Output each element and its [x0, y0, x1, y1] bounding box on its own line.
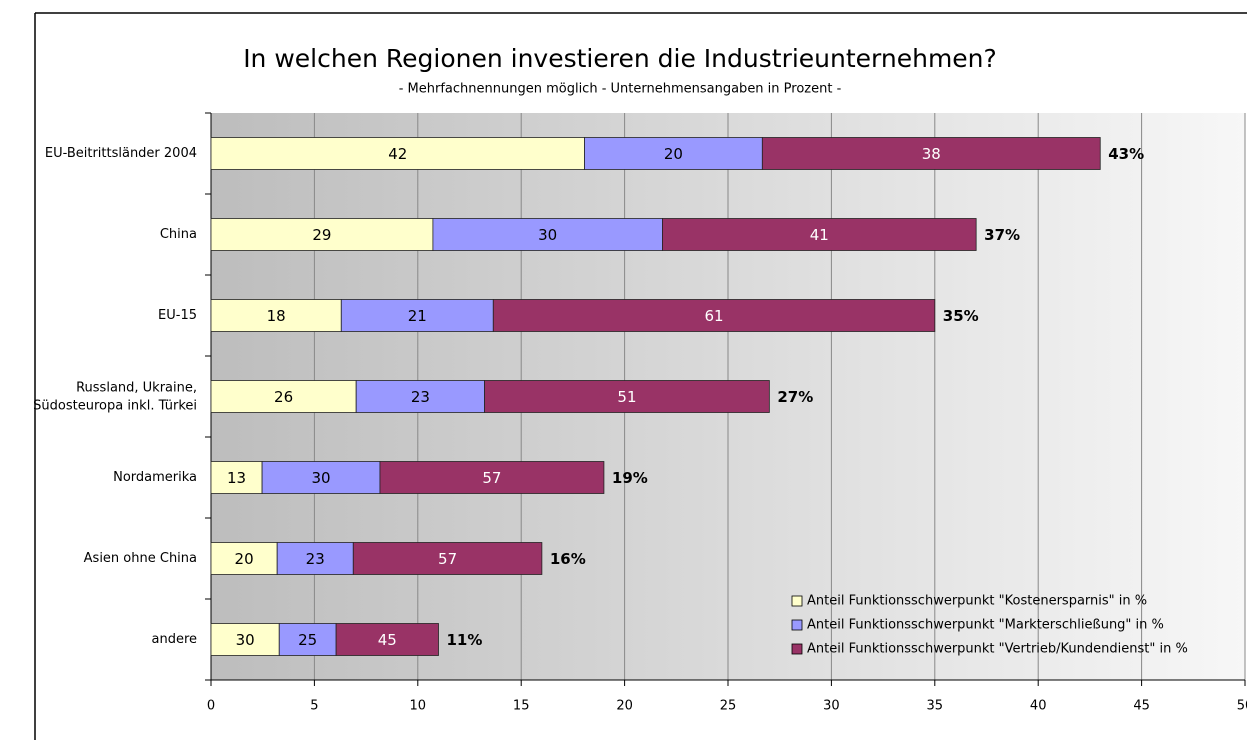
bar-segment — [662, 218, 977, 251]
bar-segment — [492, 299, 936, 332]
total-label: 16% — [550, 550, 586, 568]
y-tick-label: Asien ohne China — [84, 551, 197, 566]
data-label: 30 — [538, 226, 557, 244]
legend-label: Anteil Funktionsschwerpunkt "Markterschl… — [807, 618, 1164, 633]
bar-segment — [379, 461, 605, 494]
bar-segment — [210, 623, 280, 656]
legend-swatch — [791, 595, 803, 607]
data-label: 21 — [408, 307, 427, 325]
y-tick-label: Nordamerika — [113, 470, 197, 485]
data-label: 25 — [298, 631, 317, 649]
y-tick-label: Russland, Ukraine, Südosteuropa inkl. Tür… — [33, 380, 197, 413]
bar-segment — [352, 542, 543, 575]
x-tick-label: 50 — [1237, 699, 1247, 714]
x-tick-label: 0 — [207, 699, 215, 714]
total-label: 37% — [984, 226, 1020, 244]
bar-segment — [210, 380, 357, 413]
x-tick-label: 5 — [310, 699, 318, 714]
bar-segment — [761, 137, 1101, 170]
data-label: 61 — [704, 307, 723, 325]
x-tick-label: 25 — [720, 699, 737, 714]
x-tick-label: 35 — [927, 699, 944, 714]
data-label: 20 — [664, 145, 683, 163]
data-label: 30 — [311, 469, 330, 487]
bar-segment — [432, 218, 663, 251]
bar-segment — [210, 218, 434, 251]
data-label: 41 — [810, 226, 829, 244]
bar-segment — [210, 461, 263, 494]
data-label: 18 — [267, 307, 286, 325]
data-label: 26 — [274, 388, 293, 406]
bar-segment — [210, 137, 585, 170]
total-label: 27% — [777, 388, 813, 406]
bar-segment — [278, 623, 337, 656]
legend-label: Anteil Funktionsschwerpunkt "Vertrieb/Ku… — [807, 642, 1188, 657]
legend-label: Anteil Funktionsschwerpunkt "Kostenerspa… — [807, 594, 1147, 609]
bar-segment — [261, 461, 381, 494]
total-label: 43% — [1108, 145, 1144, 163]
y-tick-label: China — [160, 227, 197, 242]
x-tick-label: 10 — [410, 699, 427, 714]
total-label: 35% — [943, 307, 979, 325]
data-label: 20 — [235, 550, 254, 568]
chart-subtitle: - Mehrfachnennungen möglich - Unternehme… — [399, 82, 842, 97]
bar-segment — [276, 542, 354, 575]
bar-segment — [484, 380, 770, 413]
data-label: 13 — [227, 469, 246, 487]
x-tick-label: 30 — [823, 699, 840, 714]
data-label: 30 — [236, 631, 255, 649]
data-label: 38 — [922, 145, 941, 163]
x-tick-label: 40 — [1030, 699, 1047, 714]
bar-segment — [335, 623, 439, 656]
y-tick-label: EU-Beitrittsländer 2004 — [45, 146, 197, 161]
bar-segment — [210, 542, 278, 575]
data-label: 57 — [438, 550, 457, 568]
data-label: 57 — [482, 469, 501, 487]
x-tick-label: 20 — [616, 699, 633, 714]
bar-segment — [340, 299, 494, 332]
legend-swatch — [791, 619, 803, 631]
data-label: 23 — [411, 388, 430, 406]
data-label: 42 — [388, 145, 407, 163]
chart-title: In welchen Regionen investieren die Indu… — [243, 44, 997, 73]
total-label: 11% — [446, 631, 482, 649]
data-label: 29 — [312, 226, 331, 244]
x-tick-label: 15 — [513, 699, 530, 714]
total-label: 19% — [612, 469, 648, 487]
data-label: 23 — [306, 550, 325, 568]
data-label: 45 — [378, 631, 397, 649]
y-tick-label: andere — [151, 632, 197, 647]
x-tick-label: 45 — [1133, 699, 1150, 714]
bar-segment — [210, 299, 342, 332]
legend-swatch — [791, 643, 803, 655]
data-label: 51 — [617, 388, 636, 406]
y-tick-label: EU-15 — [158, 308, 197, 323]
bar-segment — [355, 380, 485, 413]
